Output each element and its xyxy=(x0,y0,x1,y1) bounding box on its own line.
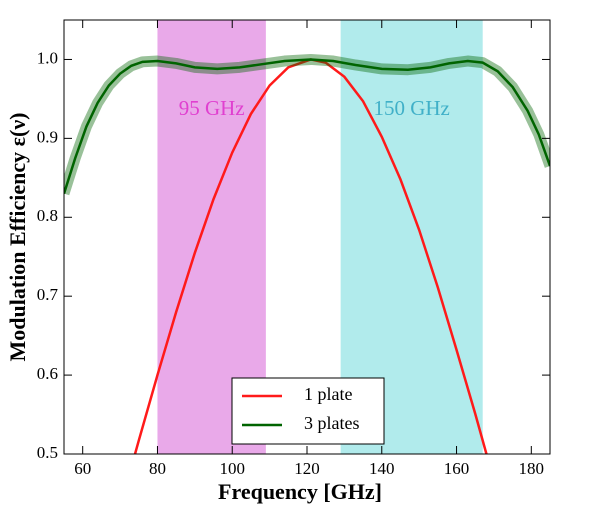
legend-label: 1 plate xyxy=(304,384,352,404)
x-tick-label: 100 xyxy=(219,459,245,478)
x-tick-label: 140 xyxy=(369,459,395,478)
y-axis-label: Modulation Efficiency ε(ν) xyxy=(5,113,30,362)
x-tick-label: 120 xyxy=(294,459,320,478)
legend-box xyxy=(231,377,385,445)
y-tick-label: 0.9 xyxy=(37,127,58,146)
y-tick-label: 0.6 xyxy=(37,364,58,383)
legend-label: 3 plates xyxy=(304,413,360,433)
x-tick-label: 160 xyxy=(444,459,470,478)
band-label: 150 GHz xyxy=(373,96,449,120)
y-tick-label: 1.0 xyxy=(37,48,58,67)
plot-frame xyxy=(63,19,551,455)
y-tick-label: 0.7 xyxy=(37,285,59,304)
y-tick-label: 0.5 xyxy=(37,443,58,462)
y-tick-label: 0.8 xyxy=(37,206,58,225)
line xyxy=(64,58,550,194)
x-tick-label: 180 xyxy=(519,459,545,478)
x-axis-label: Frequency [GHz] xyxy=(218,479,382,504)
x-tick-label: 60 xyxy=(74,459,91,478)
band-label: 95 GHz xyxy=(179,96,245,120)
x-tick-label: 80 xyxy=(149,459,166,478)
